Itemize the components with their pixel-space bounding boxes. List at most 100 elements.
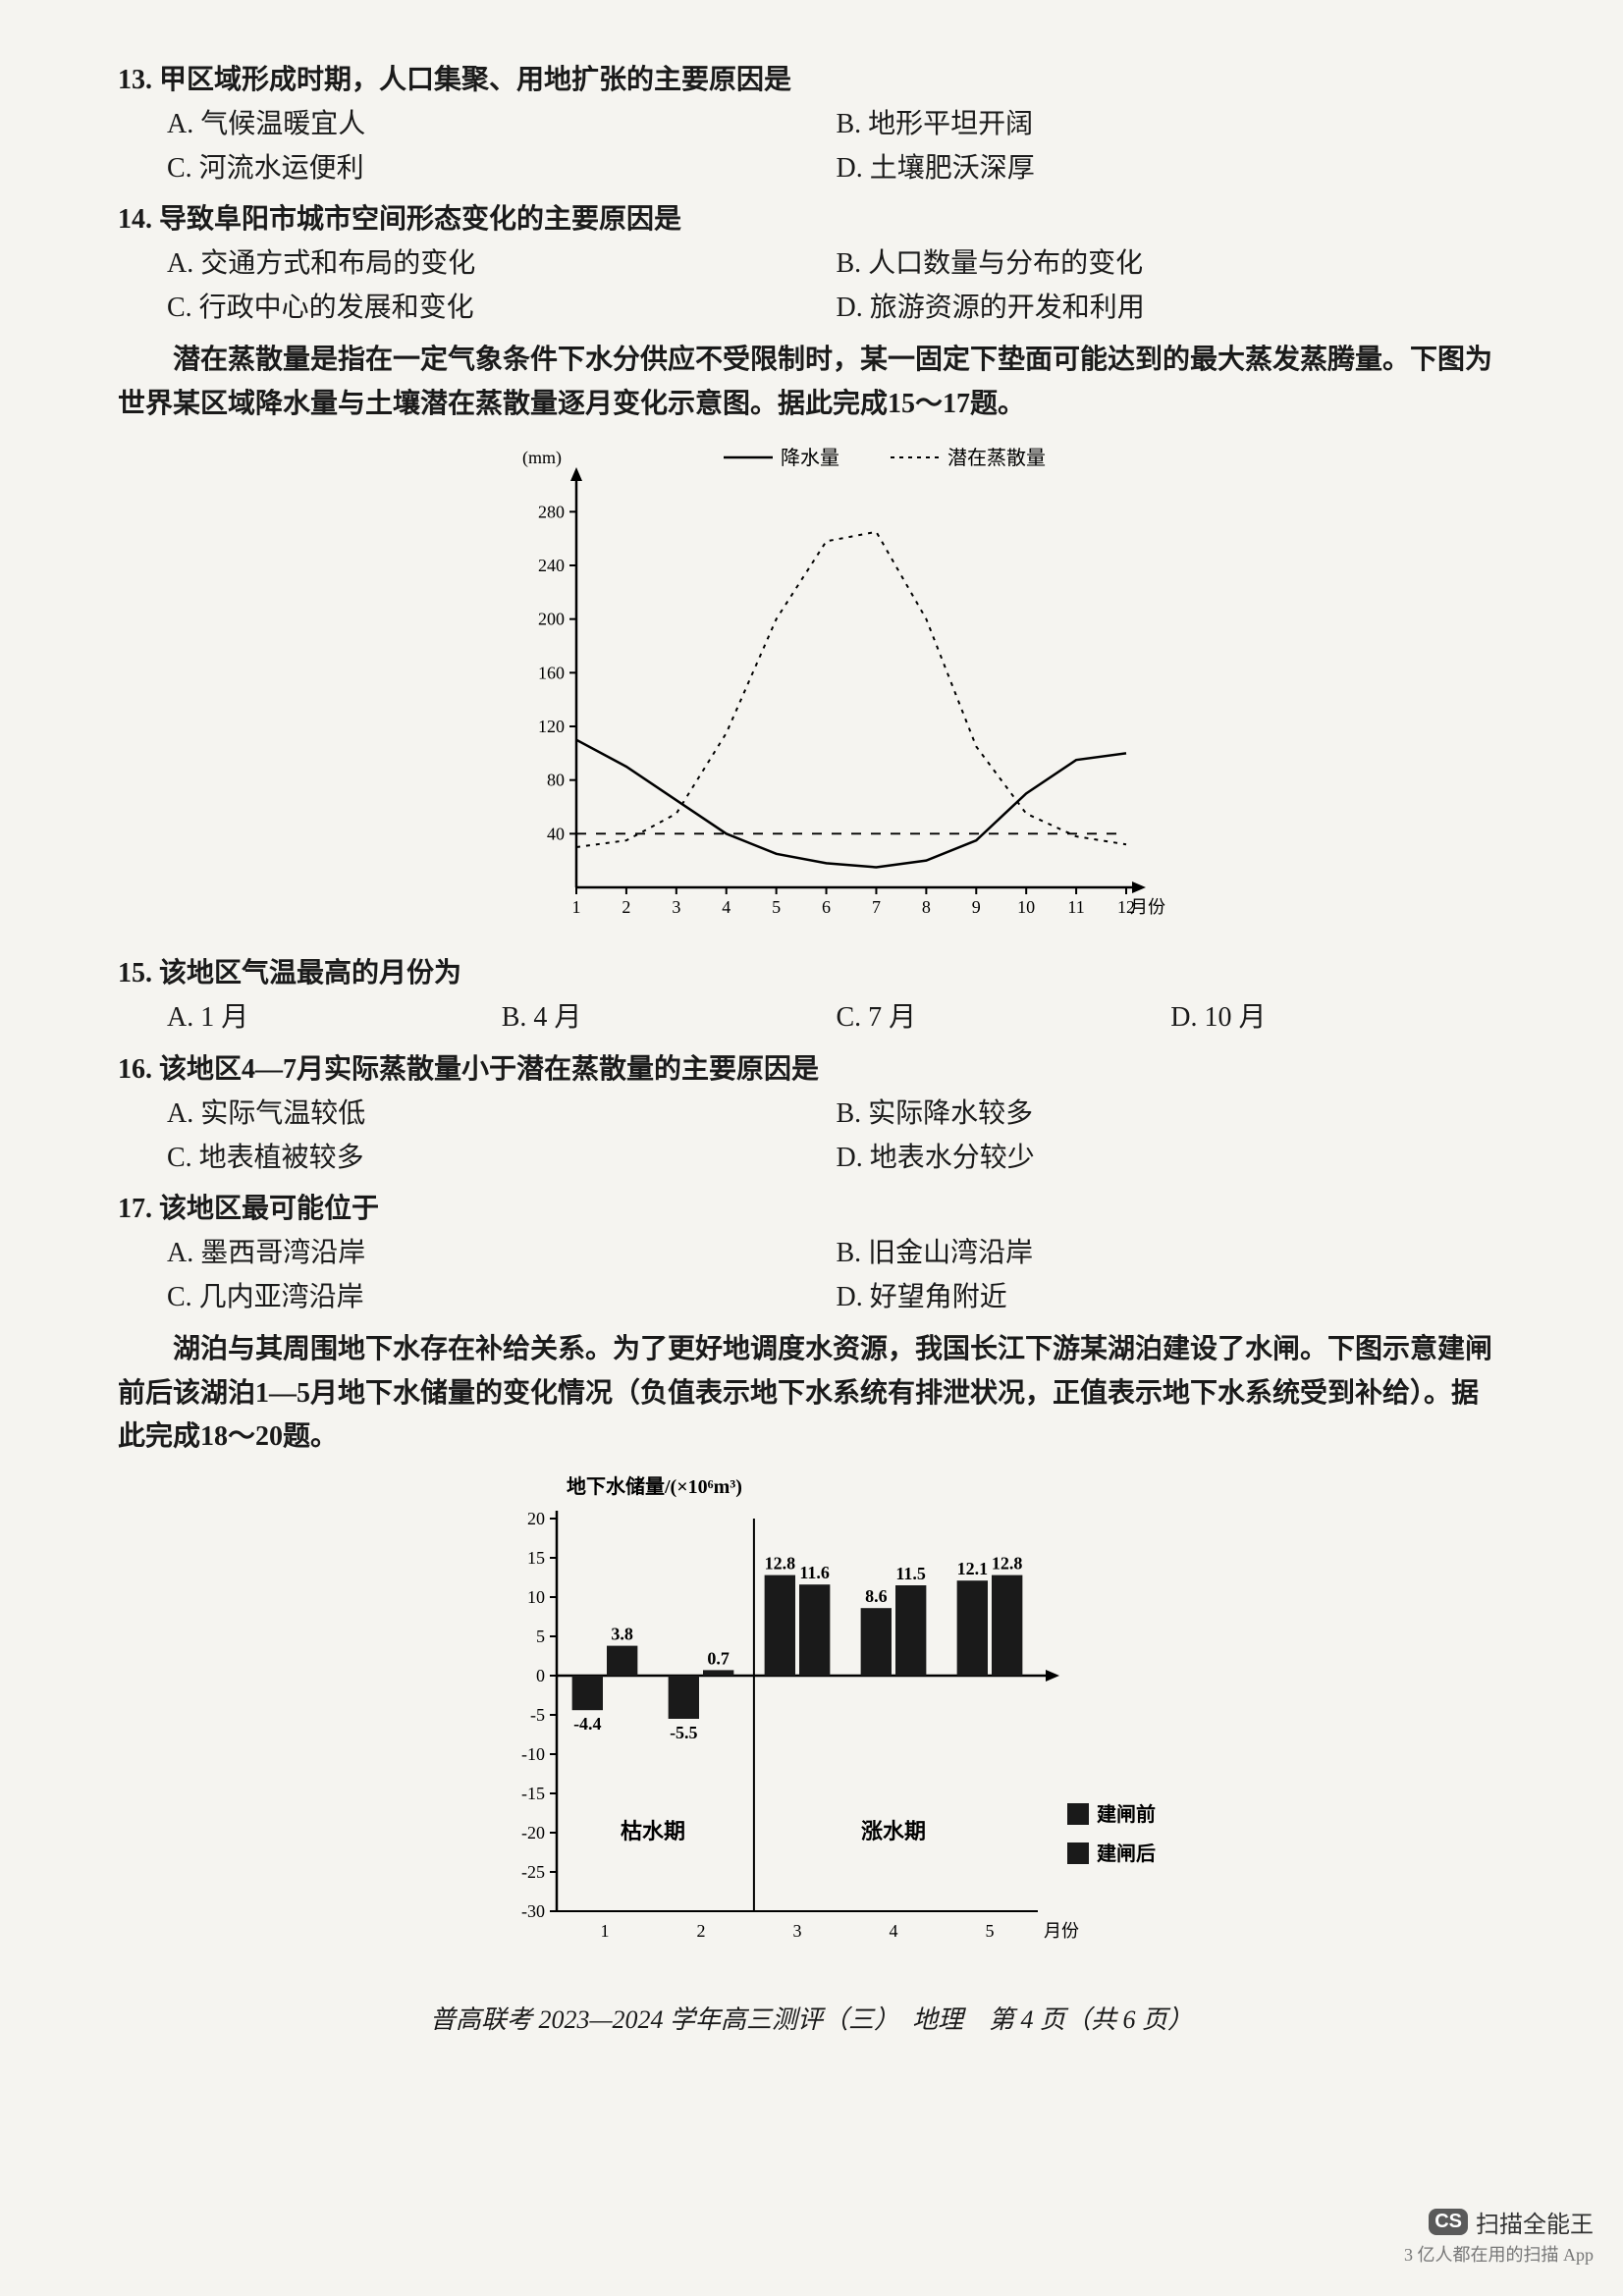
svg-text:160: 160: [538, 664, 565, 683]
svg-text:7: 7: [871, 897, 880, 917]
svg-text:9: 9: [971, 897, 980, 917]
svg-text:5: 5: [985, 1921, 994, 1941]
q14-stem: 14. 导致阜阳市城市空间形态变化的主要原因是: [118, 198, 1505, 242]
svg-text:月份: 月份: [1044, 1921, 1079, 1941]
q14-opt-d: D. 旅游资源的开发和利用: [837, 287, 1506, 331]
q17-opt-c: C. 几内亚湾沿岸: [167, 1276, 837, 1320]
groundwater-bar-chart: 地下水储量/(×10⁶m³)-30-25-20-15-10-505101520-…: [439, 1469, 1185, 1960]
q13-opt-a: A. 气候温暖宜人: [167, 103, 837, 147]
svg-text:11.6: 11.6: [799, 1563, 830, 1582]
svg-text:-4.4: -4.4: [573, 1714, 602, 1734]
q15-opt-b: B. 4 月: [502, 996, 837, 1041]
cs-icon: CS: [1429, 2209, 1468, 2235]
svg-text:120: 120: [538, 717, 565, 736]
question-15: 15. 该地区气温最高的月份为 A. 1 月 B. 4 月 C. 7 月 D. …: [118, 952, 1505, 1041]
svg-text:3: 3: [672, 897, 680, 917]
watermark-badge: CS 扫描全能王: [1429, 2205, 1594, 2239]
watermark-sub: 3 亿人都在用的扫描 App: [1404, 2241, 1594, 2267]
q14-opt-c: C. 行政中心的发展和变化: [167, 287, 837, 331]
q14-options: A. 交通方式和布局的变化 B. 人口数量与分布的变化 C. 行政中心的发展和变…: [167, 242, 1505, 331]
q15-stem: 15. 该地区气温最高的月份为: [118, 952, 1505, 996]
svg-text:建闸前: 建闸前: [1097, 1802, 1156, 1826]
q16-opt-c: C. 地表植被较多: [167, 1137, 837, 1181]
svg-text:40: 40: [547, 825, 565, 844]
svg-text:10: 10: [1017, 897, 1035, 917]
question-13: 13. 甲区域形成时期，人口集聚、用地扩张的主要原因是 A. 气候温暖宜人 B.…: [118, 59, 1505, 190]
q17-options: A. 墨西哥湾沿岸 B. 旧金山湾沿岸 C. 几内亚湾沿岸 D. 好望角附近: [167, 1232, 1505, 1320]
q13-opt-b: B. 地形平坦开阔: [837, 103, 1506, 147]
q13-options: A. 气候温暖宜人 B. 地形平坦开阔 C. 河流水运便利 D. 土壤肥沃深厚: [167, 103, 1505, 191]
svg-text:月份: 月份: [1130, 897, 1165, 917]
svg-text:枯水期: 枯水期: [620, 1819, 684, 1843]
svg-text:200: 200: [538, 610, 565, 629]
chart-2-container: 地下水储量/(×10⁶m³)-30-25-20-15-10-505101520-…: [118, 1469, 1505, 1960]
svg-text:1: 1: [600, 1921, 609, 1941]
q15-opt-c: C. 7 月: [837, 996, 1171, 1041]
q13-opt-d: D. 土壤肥沃深厚: [837, 147, 1506, 191]
precipitation-evapo-chart: 4080120160200240280(mm)123456789101112月份…: [459, 436, 1165, 946]
svg-text:80: 80: [547, 771, 565, 790]
svg-text:地下水储量/(×10⁶m³): 地下水储量/(×10⁶m³): [567, 1474, 742, 1498]
svg-text:-30: -30: [521, 1901, 545, 1921]
svg-text:8.6: 8.6: [865, 1586, 888, 1606]
q16-stem: 16. 该地区4—7月实际蒸散量小于潜在蒸散量的主要原因是: [118, 1048, 1505, 1093]
svg-text:11: 11: [1067, 897, 1084, 917]
passage-18-20: 湖泊与其周围地下水存在补给关系。为了更好地调度水资源，我国长江下游某湖泊建设了水…: [118, 1328, 1505, 1460]
svg-text:-15: -15: [521, 1784, 545, 1803]
svg-text:12.8: 12.8: [991, 1554, 1021, 1574]
passage-15-17: 潜在蒸散量是指在一定气象条件下水分供应不受限制时，某一固定下垫面可能达到的最大蒸…: [118, 339, 1505, 427]
svg-text:0: 0: [536, 1666, 545, 1685]
svg-text:1: 1: [571, 897, 580, 917]
svg-text:4: 4: [722, 897, 730, 917]
q14-opt-a: A. 交通方式和布局的变化: [167, 242, 837, 287]
svg-text:潜在蒸散量: 潜在蒸散量: [947, 447, 1046, 469]
q16-opt-a: A. 实际气温较低: [167, 1093, 837, 1137]
svg-text:2: 2: [696, 1921, 705, 1941]
svg-text:-25: -25: [521, 1862, 545, 1882]
q16-options: A. 实际气温较低 B. 实际降水较多 C. 地表植被较多 D. 地表水分较少: [167, 1093, 1505, 1181]
exam-page: 13. 甲区域形成时期，人口集聚、用地扩张的主要原因是 A. 气候温暖宜人 B.…: [0, 0, 1623, 2041]
svg-text:建闸后: 建闸后: [1097, 1842, 1156, 1865]
svg-text:-20: -20: [521, 1823, 545, 1842]
q15-options: A. 1 月 B. 4 月 C. 7 月 D. 10 月: [167, 996, 1505, 1041]
svg-text:(mm): (mm): [522, 448, 562, 468]
q17-opt-b: B. 旧金山湾沿岸: [837, 1232, 1506, 1276]
page-footer: 普高联考 2023—2024 学年高三测评（三） 地理 第 4 页（共 6 页）: [118, 2000, 1505, 2041]
svg-text:280: 280: [538, 503, 565, 522]
q17-opt-a: A. 墨西哥湾沿岸: [167, 1232, 837, 1276]
q17-stem: 17. 该地区最可能位于: [118, 1188, 1505, 1232]
svg-text:12.1: 12.1: [956, 1559, 988, 1578]
q15-opt-a: A. 1 月: [167, 996, 502, 1041]
svg-text:-10: -10: [521, 1744, 545, 1764]
svg-text:5: 5: [536, 1627, 545, 1646]
q15-opt-d: D. 10 月: [1170, 996, 1505, 1041]
svg-text:15: 15: [527, 1548, 545, 1568]
svg-text:降水量: 降水量: [781, 447, 839, 469]
q16-opt-d: D. 地表水分较少: [837, 1137, 1506, 1181]
question-14: 14. 导致阜阳市城市空间形态变化的主要原因是 A. 交通方式和布局的变化 B.…: [118, 198, 1505, 330]
chart-1-container: 4080120160200240280(mm)123456789101112月份…: [118, 436, 1505, 946]
q16-opt-b: B. 实际降水较多: [837, 1093, 1506, 1137]
svg-text:-5: -5: [530, 1705, 545, 1725]
svg-text:6: 6: [822, 897, 831, 917]
svg-text:2: 2: [622, 897, 630, 917]
svg-text:4: 4: [889, 1921, 897, 1941]
svg-text:3: 3: [792, 1921, 801, 1941]
svg-text:240: 240: [538, 556, 565, 575]
svg-text:涨水期: 涨水期: [860, 1819, 925, 1843]
svg-text:12.8: 12.8: [764, 1554, 795, 1574]
svg-text:11.5: 11.5: [895, 1564, 926, 1583]
q13-opt-c: C. 河流水运便利: [167, 147, 837, 191]
svg-text:20: 20: [527, 1509, 545, 1528]
watermark-name: 扫描全能王: [1476, 2205, 1594, 2239]
svg-text:-5.5: -5.5: [670, 1723, 698, 1742]
svg-text:3.8: 3.8: [611, 1625, 633, 1644]
question-16: 16. 该地区4—7月实际蒸散量小于潜在蒸散量的主要原因是 A. 实际气温较低 …: [118, 1048, 1505, 1180]
svg-text:0.7: 0.7: [707, 1649, 730, 1669]
scanner-watermark: CS 扫描全能王 3 亿人都在用的扫描 App: [1404, 2205, 1594, 2267]
q17-opt-d: D. 好望角附近: [837, 1276, 1506, 1320]
svg-text:5: 5: [772, 897, 781, 917]
question-17: 17. 该地区最可能位于 A. 墨西哥湾沿岸 B. 旧金山湾沿岸 C. 几内亚湾…: [118, 1188, 1505, 1319]
svg-text:10: 10: [527, 1587, 545, 1607]
q14-opt-b: B. 人口数量与分布的变化: [837, 242, 1506, 287]
